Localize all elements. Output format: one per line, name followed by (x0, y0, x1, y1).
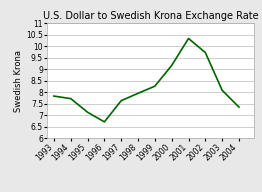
Y-axis label: Swedish Krona: Swedish Krona (14, 50, 23, 112)
Title: U.S. Dollar to Swedish Krona Exchange Rate: U.S. Dollar to Swedish Krona Exchange Ra… (43, 11, 258, 21)
